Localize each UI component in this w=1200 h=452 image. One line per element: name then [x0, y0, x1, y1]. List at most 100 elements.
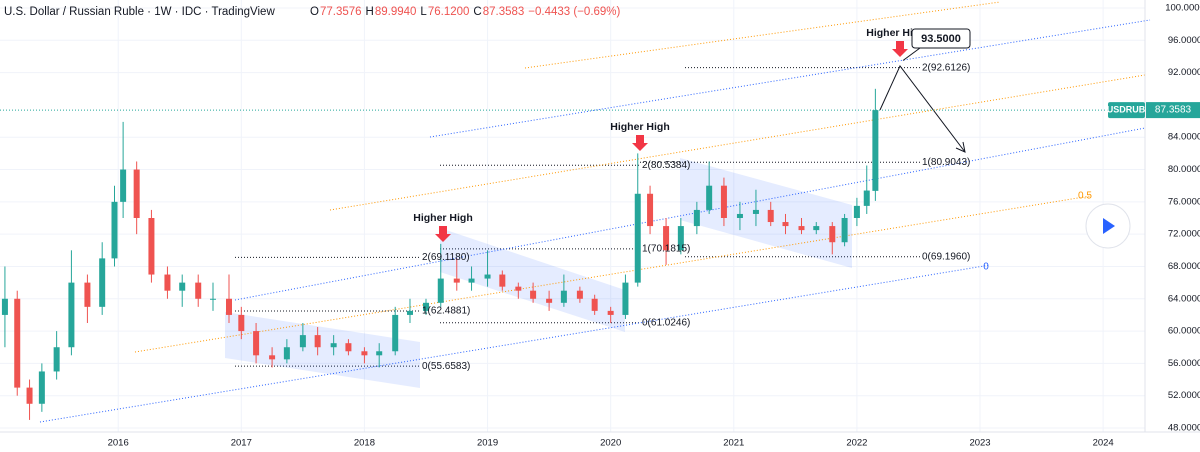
candle-body	[677, 226, 684, 251]
fib-label: 0(55.6583)	[422, 361, 470, 372]
play-icon[interactable]	[1103, 218, 1115, 234]
y-tick-label: 84.0000	[1168, 132, 1200, 143]
symbol-title: U.S. Dollar / Russian Ruble · 1W · IDC ·…	[4, 6, 275, 18]
target-pointer	[902, 47, 921, 61]
pitchfork-label: 0.5	[1078, 191, 1092, 202]
drawings	[39, 1, 1151, 423]
candle-body	[752, 209, 759, 214]
annotation: Higher High	[866, 27, 926, 39]
ohlc-label: L	[420, 6, 427, 18]
y-tick-label: 100.0000	[1165, 3, 1200, 14]
candle-body	[841, 218, 848, 243]
candle-body	[111, 201, 118, 259]
candle-body	[14, 298, 21, 388]
projection-arrow	[879, 65, 966, 153]
candle-body	[798, 226, 805, 231]
candle-body	[530, 290, 537, 299]
candle-body	[68, 282, 75, 348]
candle-body	[546, 298, 553, 303]
x-tick-label: 2023	[969, 438, 990, 449]
candle-body	[853, 205, 860, 218]
candle-body	[269, 355, 276, 360]
x-tick-label: 2021	[723, 438, 744, 449]
symbol-tag	[1108, 102, 1145, 119]
candle-body	[647, 193, 654, 227]
y-tick-label: 72.0000	[1168, 229, 1200, 240]
candle-body	[720, 185, 727, 218]
target-label: 93.5000	[921, 33, 961, 45]
candle-body	[560, 290, 567, 303]
candle-body	[120, 169, 127, 202]
candle-body	[283, 347, 290, 360]
x-tick-label: 2018	[354, 438, 375, 449]
annotation: Higher High	[610, 121, 670, 133]
ohlc-label: H	[366, 6, 374, 18]
y-tick-label: 96.0000	[1168, 35, 1200, 46]
fib-label: 2(92.6126)	[922, 62, 970, 73]
ohlc-value: 76.1200	[428, 6, 470, 18]
x-tick-label: 2019	[477, 438, 498, 449]
candle-body	[863, 190, 870, 206]
fib-label: 1(80.9043)	[922, 157, 970, 168]
x-tick-label: 2024	[1093, 438, 1114, 449]
candle-body	[663, 226, 670, 251]
y-tick-label: 76.0000	[1168, 196, 1200, 207]
candle-body	[468, 278, 475, 283]
ohlc-change: −0.4433 (−0.69%)	[528, 6, 620, 18]
arrow-head	[955, 141, 966, 153]
y-tick-label: 64.0000	[1168, 293, 1200, 304]
symbol-label: USDRUB	[1107, 104, 1146, 114]
candle-body	[736, 213, 743, 218]
candle-body	[1, 298, 8, 315]
candle-body	[437, 278, 444, 303]
candle-body	[314, 335, 321, 348]
x-tick-label: 2022	[846, 438, 867, 449]
ohlc: O 77.3576 H 89.9940 L 76.1200 C 87.3583 −0.4433 …	[310, 6, 621, 18]
candle-body	[53, 347, 60, 372]
channel-box	[225, 312, 420, 388]
y-tick-label: 68.0000	[1168, 261, 1200, 272]
candle-body	[133, 169, 140, 218]
candle-body	[164, 274, 171, 291]
candle-body	[422, 302, 429, 311]
ohlc-label: O	[310, 6, 319, 18]
candle-body	[872, 110, 879, 191]
annotation-arrow	[892, 41, 908, 57]
y-tick-label: 80.0000	[1168, 164, 1200, 175]
candle-body	[829, 226, 836, 243]
candle-body	[576, 290, 583, 299]
candle-body	[195, 282, 202, 299]
candle-body	[299, 335, 306, 348]
candle-body	[253, 331, 260, 356]
candle-body	[84, 282, 91, 307]
candle-body	[406, 310, 413, 315]
fib-label: 1(70.1815)	[642, 243, 690, 254]
candle-body	[453, 278, 460, 283]
channel-box	[680, 158, 852, 268]
ohlc-label: C	[473, 6, 481, 18]
y-tick-label: 92.0000	[1168, 67, 1200, 78]
candle-body	[622, 282, 629, 315]
plot	[0, 88, 1145, 420]
candle-body	[782, 222, 789, 227]
candle-body	[484, 274, 491, 279]
price-tag	[1146, 102, 1200, 119]
trend-line	[429, 19, 1151, 138]
candle-body	[209, 298, 216, 300]
candle-body	[591, 298, 598, 311]
candle-body	[767, 209, 774, 223]
ohlc-value: 77.3576	[320, 6, 362, 18]
ohlc-value: 87.3583	[483, 6, 525, 18]
candle-body	[38, 371, 45, 404]
candle-body	[706, 185, 713, 210]
play-button[interactable]	[1085, 203, 1131, 249]
price-label: 87.3583	[1155, 105, 1192, 116]
fib-label: 0(61.0246)	[642, 317, 690, 328]
x-tick-label: 2017	[231, 438, 252, 449]
candle-body	[499, 274, 506, 287]
annotation-arrow	[632, 135, 648, 151]
ohlc-value: 89.9940	[375, 6, 417, 18]
candle-body	[330, 343, 337, 348]
fib-label: 0(69.1960)	[922, 251, 970, 262]
